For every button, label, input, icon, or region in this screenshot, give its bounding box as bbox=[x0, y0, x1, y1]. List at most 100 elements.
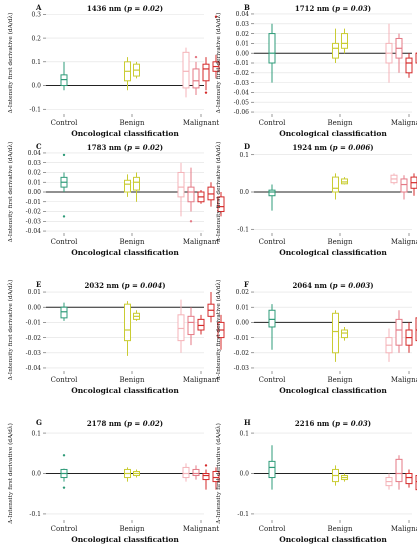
panel-d-ytick-label: -0.1 bbox=[237, 226, 249, 233]
panel-e-ytick-label: -0.04 bbox=[26, 365, 42, 372]
panel-a-ytick-label: 0.2 bbox=[31, 35, 41, 42]
panel-b-xtick-label: Malignant bbox=[391, 119, 417, 127]
panel-a-box bbox=[192, 55, 200, 96]
panel-a-box-body bbox=[202, 63, 210, 82]
panel-g-letter: G bbox=[36, 418, 42, 427]
panel-b-ytick-label: 0.02 bbox=[236, 31, 250, 38]
panel-g: -0.1 0.0 0.1 Control Benign Malignant Oncologi… bbox=[7, 418, 220, 544]
panel-b-ytick-label: 0.01 bbox=[236, 41, 249, 48]
panel-b-title: 1712 nm (p = 0.03) bbox=[295, 4, 371, 13]
panel-e-box bbox=[177, 299, 185, 353]
panel-c-box-body bbox=[217, 196, 225, 213]
panel-g-box bbox=[60, 454, 68, 489]
panel-b-box-body bbox=[405, 57, 413, 74]
panel-e-ytick-label: -0.02 bbox=[26, 335, 42, 342]
panel-g-box-body bbox=[212, 470, 220, 483]
panel-c-ytick-label: 0.02 bbox=[28, 170, 42, 177]
panel-f-box-body bbox=[332, 312, 339, 354]
panel-g-xtick-label: Control bbox=[51, 525, 78, 533]
panel-f-box bbox=[405, 322, 413, 353]
panel-a-ytick-label: -0.1 bbox=[29, 106, 41, 113]
panel-b-box-body bbox=[268, 33, 276, 64]
panel-e-box-body bbox=[124, 303, 131, 342]
panel-b-box bbox=[395, 33, 403, 73]
panel-c-ytick-label: 0.04 bbox=[28, 150, 42, 157]
panel-e-ytick-label: -0.03 bbox=[26, 350, 42, 357]
panel-g-outlier bbox=[204, 464, 208, 467]
panel-d-box bbox=[332, 173, 339, 200]
panel-h-box bbox=[268, 445, 276, 490]
panel-f-xtick-label: Benign bbox=[327, 376, 353, 384]
panel-a-ytick-label: 0.3 bbox=[31, 12, 41, 19]
panel-f-box-body bbox=[341, 329, 348, 339]
panel-b-xlabel: Oncological classification bbox=[279, 129, 387, 138]
panel-g-xlabel: Oncological classification bbox=[71, 535, 179, 544]
panel-e-ytick-label: 0.01 bbox=[28, 289, 41, 296]
panel-d-box-body bbox=[268, 189, 276, 197]
panel-f-xtick-label: Malignant bbox=[391, 376, 417, 384]
panel-g-ytick-label: 0.0 bbox=[31, 471, 41, 478]
panel-h-ytick-label: 0.0 bbox=[239, 471, 249, 478]
panel-h-xtick-label: Control bbox=[259, 525, 286, 533]
panel-e-box bbox=[187, 307, 195, 346]
panel-h-letter: H bbox=[244, 418, 251, 427]
panel-b-box bbox=[268, 23, 276, 83]
panel-c-box bbox=[197, 190, 205, 204]
panel-d-box-body bbox=[400, 178, 408, 193]
panel-e-xtick-label: Malignant bbox=[183, 376, 219, 384]
panel-f-box-body bbox=[268, 309, 276, 328]
panel-b-ytick-label: -0.05 bbox=[234, 99, 250, 106]
panel-f-letter: F bbox=[244, 280, 249, 289]
panel-d-box bbox=[400, 175, 408, 200]
panel-g-box-body bbox=[202, 473, 210, 481]
panel-d-box-body bbox=[332, 176, 339, 193]
panel-g-ylabel: Δ-Intensity first derivative (dA/dλ) bbox=[7, 423, 14, 524]
panel-b-xtick-label: Benign bbox=[327, 119, 353, 127]
panel-f: -0.03 -0.02 -0.01 0.00 0.01 0.02 Control Benign… bbox=[215, 280, 417, 395]
panel-g-box bbox=[182, 463, 190, 482]
panel-a-letter: A bbox=[35, 3, 42, 12]
panel-c-box bbox=[187, 167, 195, 223]
panel-b-ytick-label: 0.04 bbox=[236, 11, 250, 18]
panel-g-box-body bbox=[192, 468, 200, 477]
panel-g-box bbox=[192, 465, 200, 480]
panel-b: -0.06 -0.05 -0.04 -0.03 -0.02 -0.01 0.00 0.01 0.… bbox=[215, 3, 417, 138]
panel-e-box bbox=[217, 314, 225, 350]
panel-c-xtick-label: Malignant bbox=[183, 238, 219, 246]
panel-a-xtick-label: Control bbox=[51, 119, 78, 127]
panel-h: -0.1 0.0 0.1 Control Benign Malignant Oncologi… bbox=[215, 418, 417, 544]
panel-e-box-body bbox=[177, 314, 185, 342]
panel-e-title: 2032 nm (p = 0.004) bbox=[84, 281, 165, 290]
panel-a-xlabel: Oncological classification bbox=[71, 129, 179, 138]
panel-b-box bbox=[341, 28, 348, 54]
panel-c-outlier bbox=[62, 215, 66, 218]
panel-f-box-body bbox=[395, 318, 403, 346]
panel-c-box bbox=[133, 172, 140, 202]
panel-d-box bbox=[341, 177, 348, 185]
panel-a-box bbox=[133, 61, 140, 79]
panel-h-ytick-label: -0.1 bbox=[237, 511, 249, 518]
panel-h-box-body bbox=[268, 460, 276, 479]
panel-h-ytick-label: 0.1 bbox=[239, 430, 249, 437]
panel-d-ytick-label: 0.1 bbox=[239, 152, 249, 159]
panel-h-xlabel: Oncological classification bbox=[279, 535, 387, 544]
panel-c-xlabel: Oncological classification bbox=[71, 248, 179, 257]
panel-d-ylabel: Δ-Intensity first derivative (dA/dλ) bbox=[215, 142, 222, 243]
panel-f-box bbox=[268, 304, 276, 350]
panel-e-box-body bbox=[187, 315, 195, 336]
panel-c-outlier bbox=[189, 220, 193, 223]
panel-b-ytick-label: -0.01 bbox=[234, 60, 249, 67]
panel-e-xlabel: Oncological classification bbox=[71, 386, 179, 395]
panel-b-box-body bbox=[332, 42, 339, 59]
panel-a-box bbox=[124, 57, 131, 91]
panel-a-xtick-label: Benign bbox=[119, 119, 145, 127]
panel-c-xtick-label: Benign bbox=[119, 238, 145, 246]
panel-h-title: 2216 nm (p = 0.03) bbox=[295, 419, 371, 428]
panel-b-ytick-label: -0.04 bbox=[234, 90, 250, 97]
panel-f-box bbox=[385, 328, 393, 362]
panel-f-ylabel: Δ-Intensity first derivative (dA/dλ) bbox=[215, 280, 222, 381]
panel-h-box bbox=[395, 455, 403, 490]
panel-g-outlier bbox=[62, 454, 66, 457]
panel-c-ytick-label: -0.02 bbox=[26, 209, 42, 216]
